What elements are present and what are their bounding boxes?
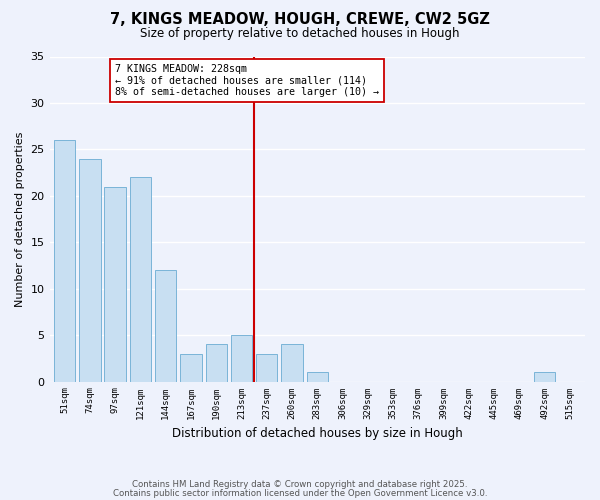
Bar (155, 270, 176, 382)
Text: Contains public sector information licensed under the Open Government Licence v3: Contains public sector information licen… (113, 489, 487, 498)
Bar (281, 344, 303, 382)
X-axis label: Distribution of detached houses by size in Hough: Distribution of detached houses by size … (172, 427, 463, 440)
Bar (54, 140, 76, 382)
Y-axis label: Number of detached properties: Number of detached properties (15, 132, 25, 306)
Bar (307, 372, 328, 382)
Bar (104, 186, 126, 382)
Text: 7, KINGS MEADOW, HOUGH, CREWE, CW2 5GZ: 7, KINGS MEADOW, HOUGH, CREWE, CW2 5GZ (110, 12, 490, 28)
Bar (79, 158, 101, 382)
Text: Size of property relative to detached houses in Hough: Size of property relative to detached ho… (140, 28, 460, 40)
Bar (231, 335, 252, 382)
Bar (180, 354, 202, 382)
Text: 7 KINGS MEADOW: 228sqm
← 91% of detached houses are smaller (114)
8% of semi-det: 7 KINGS MEADOW: 228sqm ← 91% of detached… (115, 64, 379, 97)
Bar (130, 177, 151, 382)
Bar (206, 344, 227, 382)
Text: Contains HM Land Registry data © Crown copyright and database right 2025.: Contains HM Land Registry data © Crown c… (132, 480, 468, 489)
Bar (256, 354, 277, 382)
Bar (534, 372, 556, 382)
